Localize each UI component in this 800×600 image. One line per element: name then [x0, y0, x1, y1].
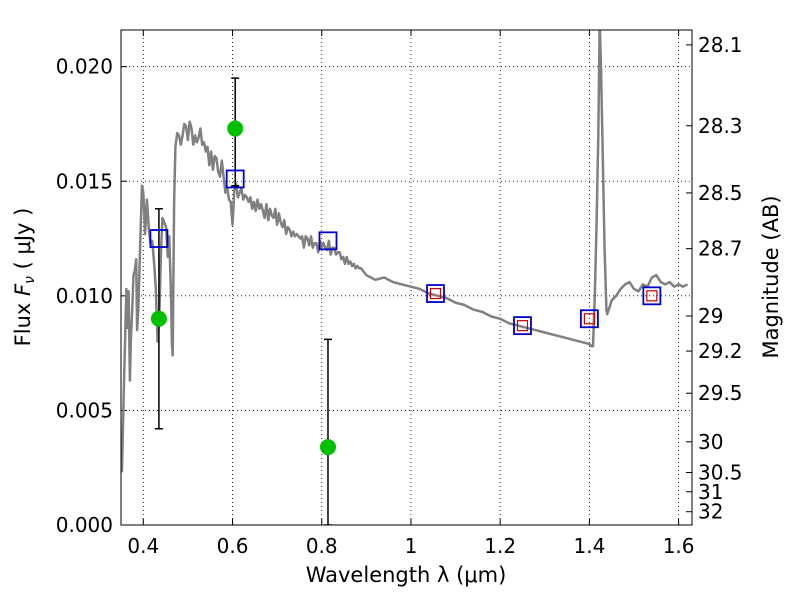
- y-tick-label: 0.010: [56, 284, 113, 308]
- y2-tick-label: 32: [698, 500, 723, 524]
- y2-axis-label: Magnitude (AB): [759, 195, 783, 358]
- model-photometry-square: [318, 231, 338, 251]
- nir-point-square: [429, 287, 442, 300]
- x-tick-label: 0.8: [306, 534, 338, 558]
- model-sed-line: [121, 30, 689, 473]
- y2-tick-label: 28.7: [698, 237, 743, 261]
- observed-point: [150, 310, 167, 327]
- y2-tick-label: 31: [698, 480, 723, 504]
- nir-point-square: [646, 290, 658, 302]
- model-photometry-square: [149, 229, 169, 248]
- plot-area: [121, 30, 689, 525]
- y2-tick-label: 29.5: [698, 381, 743, 405]
- nir-point-square: [516, 320, 529, 332]
- model-photometry-square: [513, 316, 532, 336]
- y-tick-label: 0.000: [56, 513, 113, 537]
- y2-tick-label: 28.5: [698, 181, 743, 205]
- x-tick-label: 1.2: [484, 534, 516, 558]
- y-ticks: 0.000 0.005 0.010 0.015 0.020: [56, 55, 127, 537]
- x-tick-label: 1.6: [663, 534, 695, 558]
- y2-tick-label: 30.5: [698, 461, 743, 485]
- y2-tick-label: 29.2: [698, 339, 743, 363]
- y-axis-label: Flux Fν ( μJy ): [11, 208, 38, 347]
- y-tick-label: 0.015: [56, 169, 113, 193]
- observed-point: [319, 439, 336, 456]
- y-tick-label: 0.005: [56, 398, 113, 422]
- y2-tick-label: 28.1: [698, 33, 743, 57]
- x-tick-label: 1.4: [573, 534, 605, 558]
- model-photometry-square: [579, 309, 599, 329]
- y2-tick-label: 29: [698, 304, 723, 328]
- x-ticks: 0.4 0.6 0.8 1 1.2 1.4 1.6: [127, 30, 695, 558]
- model-photometry-square: [642, 286, 662, 306]
- x-tick-label: 0.4: [127, 534, 159, 558]
- x-axis-label: Wavelength λ (μm): [306, 563, 507, 587]
- model-photometry-square: [426, 284, 445, 303]
- series: [121, 30, 689, 525]
- y2-tick-label: 28.3: [698, 114, 743, 138]
- axes-frame: [120, 29, 693, 526]
- y-tick-label: 0.020: [56, 55, 113, 79]
- nir-point-square: [583, 313, 595, 325]
- x-tick-label: 1: [405, 534, 418, 558]
- y2-tick-label: 30: [698, 430, 723, 454]
- x-tick-label: 0.6: [217, 534, 249, 558]
- observed-point: [227, 120, 244, 137]
- model-photometry-square: [225, 169, 245, 189]
